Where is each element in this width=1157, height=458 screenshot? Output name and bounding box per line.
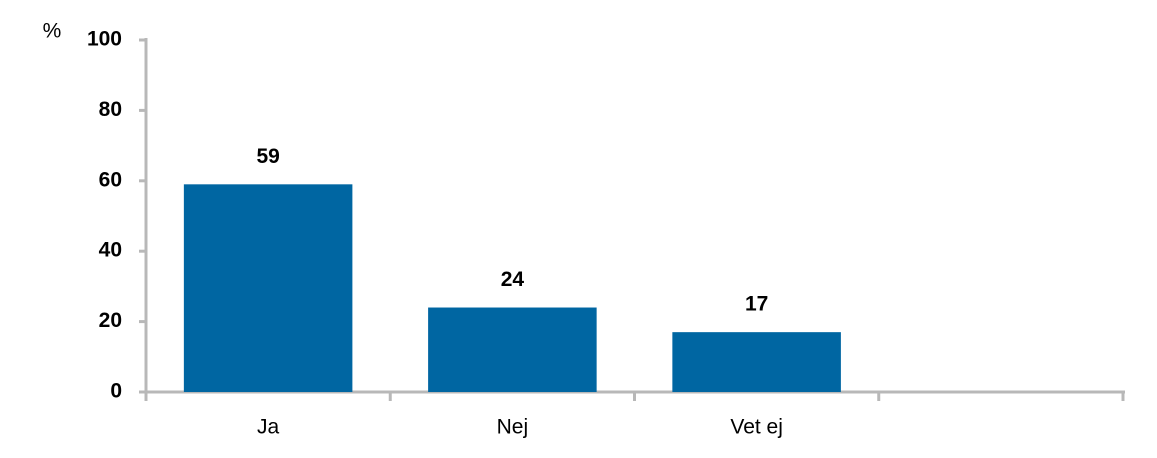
y-tick-label: 60 bbox=[99, 168, 122, 191]
x-tick-label: Vet ej bbox=[730, 416, 783, 439]
y-axis-label: % bbox=[43, 20, 62, 43]
bar bbox=[183, 184, 353, 392]
value-label: 59 bbox=[256, 145, 279, 168]
bar bbox=[428, 307, 597, 392]
y-tick-label: 40 bbox=[99, 239, 122, 262]
y-tick-label: 20 bbox=[99, 309, 122, 332]
value-label: 24 bbox=[501, 268, 525, 291]
y-tick-label: 100 bbox=[87, 28, 122, 51]
bar bbox=[672, 332, 841, 392]
y-tick-label: 80 bbox=[99, 98, 122, 121]
y-tick-label: 0 bbox=[110, 380, 122, 403]
x-tick-label: Nej bbox=[497, 416, 529, 439]
x-tick-label: Ja bbox=[257, 416, 280, 439]
value-label: 17 bbox=[745, 293, 768, 316]
